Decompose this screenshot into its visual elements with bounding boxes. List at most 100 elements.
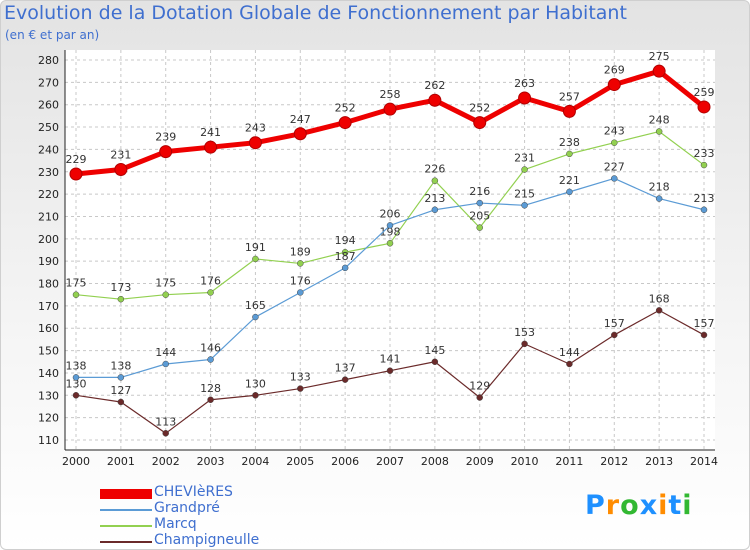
data-label: 175 xyxy=(66,277,87,290)
data-label: 128 xyxy=(200,382,221,395)
data-label: 198 xyxy=(380,225,401,238)
y-tick-label: 210 xyxy=(38,210,59,223)
data-point xyxy=(117,295,125,303)
x-tick-label: 2006 xyxy=(331,455,359,468)
data-point xyxy=(252,392,259,399)
data-label: 233 xyxy=(694,147,715,160)
data-point xyxy=(252,255,259,263)
data-label: 113 xyxy=(155,415,176,428)
y-tick-label: 240 xyxy=(38,143,59,156)
data-point xyxy=(297,289,304,296)
data-label: 145 xyxy=(424,344,445,357)
x-tick-label: 2014 xyxy=(690,455,718,468)
logo-letter: i xyxy=(682,490,693,521)
legend-label: Grandpré xyxy=(154,500,220,516)
legend-swatch xyxy=(100,525,152,527)
y-tick-label: 140 xyxy=(38,367,59,380)
data-label: 206 xyxy=(380,207,401,220)
logo-letter: P xyxy=(585,490,606,521)
data-label: 263 xyxy=(514,77,535,90)
data-label: 243 xyxy=(604,125,625,138)
data-label: 275 xyxy=(649,50,670,63)
y-tick-label: 130 xyxy=(38,389,59,402)
data-point xyxy=(297,385,304,392)
x-tick-label: 2004 xyxy=(241,455,269,468)
x-tick-label: 2013 xyxy=(645,455,673,468)
data-label: 226 xyxy=(424,163,445,176)
data-label: 137 xyxy=(335,362,356,375)
data-point xyxy=(476,224,483,231)
data-label: 252 xyxy=(469,102,490,115)
legend-label: Champigneulle xyxy=(154,532,260,548)
data-point xyxy=(69,167,83,181)
data-point xyxy=(652,64,666,78)
data-label: 168 xyxy=(649,292,670,305)
data-point xyxy=(207,356,214,363)
x-tick-label: 2011 xyxy=(555,455,583,468)
y-tick-label: 280 xyxy=(38,54,59,67)
data-label: 231 xyxy=(514,152,535,165)
data-point xyxy=(431,358,439,366)
data-point xyxy=(117,374,125,381)
y-tick-label: 220 xyxy=(38,188,59,201)
x-tick-label: 2005 xyxy=(286,455,314,468)
data-point xyxy=(655,128,663,135)
data-point xyxy=(341,376,349,383)
data-point xyxy=(611,175,618,182)
legend-label: CHEVIèRES xyxy=(154,484,233,500)
data-label: 189 xyxy=(290,245,311,258)
y-tick-label: 150 xyxy=(38,345,59,358)
data-point xyxy=(341,248,349,256)
logo-letter: i xyxy=(658,490,669,521)
data-label: 213 xyxy=(424,192,445,205)
data-label: 248 xyxy=(649,114,670,127)
data-label: 173 xyxy=(110,281,131,294)
data-point xyxy=(117,398,125,406)
x-tick-label: 2002 xyxy=(152,455,180,468)
data-point xyxy=(655,307,663,314)
x-tick-label: 2007 xyxy=(376,455,404,468)
data-label: 227 xyxy=(604,160,625,173)
data-label: 221 xyxy=(559,174,580,187)
x-tick-label: 2000 xyxy=(62,455,90,468)
y-tick-label: 270 xyxy=(38,76,59,89)
data-point xyxy=(566,360,573,368)
data-label: 194 xyxy=(335,234,356,247)
y-tick-label: 190 xyxy=(38,255,59,268)
x-tick-label: 2001 xyxy=(107,455,135,468)
legend-swatch xyxy=(100,509,152,511)
logo-letter: r xyxy=(605,490,621,521)
data-label: 215 xyxy=(514,187,535,200)
data-label: 239 xyxy=(155,131,176,144)
data-point xyxy=(697,100,711,114)
data-label: 176 xyxy=(290,274,311,287)
data-point xyxy=(431,206,439,214)
data-label: 157 xyxy=(694,317,715,330)
data-label: 138 xyxy=(110,359,131,372)
data-point xyxy=(162,430,169,437)
data-point xyxy=(566,150,573,158)
data-label: 146 xyxy=(200,342,221,355)
proxiti-logo: Proxiti xyxy=(585,490,693,521)
y-tick-label: 180 xyxy=(38,278,59,291)
data-point xyxy=(114,163,128,177)
data-label: 241 xyxy=(200,126,221,139)
data-label: 144 xyxy=(155,346,176,359)
data-point xyxy=(72,392,80,399)
data-point xyxy=(431,177,439,184)
data-label: 141 xyxy=(380,353,401,366)
x-tick-label: 2003 xyxy=(197,455,225,468)
data-label: 258 xyxy=(380,88,401,101)
data-point xyxy=(521,340,528,348)
data-label: 218 xyxy=(649,181,670,194)
legend-label: Marcq xyxy=(154,516,197,532)
data-label: 138 xyxy=(66,359,87,372)
data-label: 231 xyxy=(110,149,131,162)
data-point xyxy=(207,289,214,296)
data-point xyxy=(72,374,80,381)
y-tick-label: 110 xyxy=(38,434,59,447)
data-point xyxy=(341,264,349,272)
data-point xyxy=(700,331,708,339)
x-tick-label: 2008 xyxy=(421,455,449,468)
